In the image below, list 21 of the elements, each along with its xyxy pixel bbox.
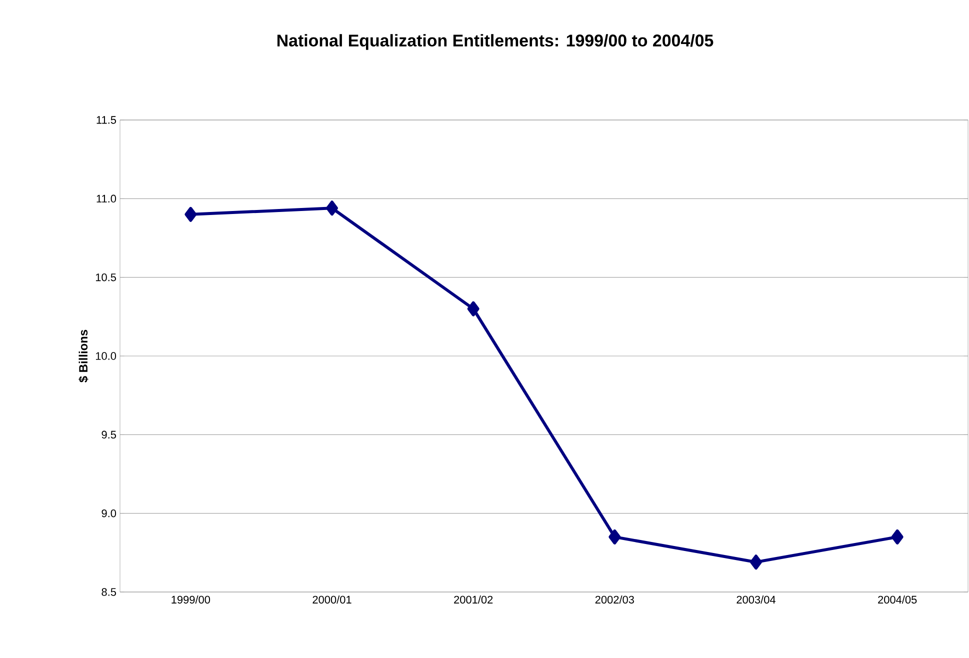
y-tick-label: 10.0 — [96, 352, 116, 360]
point — [750, 554, 762, 570]
x-tick-label: 2004/05 — [878, 596, 917, 604]
x-tick-label: 2000/01 — [312, 596, 352, 604]
y-axis-title: $ Billions — [78, 330, 88, 382]
y-tick-label: 9.0 — [102, 509, 116, 518]
y-tick-label: 11.0 — [96, 194, 116, 203]
point — [608, 529, 621, 544]
y-tick-label: 8.5 — [102, 588, 116, 596]
y-tick-label: 10.5 — [96, 273, 116, 282]
point — [891, 529, 904, 544]
point — [184, 206, 197, 222]
x-tick-label: 1999/00 — [172, 596, 210, 604]
point — [467, 301, 480, 316]
x-tick-label: 2001/02 — [454, 596, 493, 604]
y-tick-label: 9.5 — [102, 430, 116, 439]
y-tick-label: 11.5 — [96, 116, 116, 124]
x-tick-label: 2003/04 — [736, 596, 776, 604]
point — [326, 200, 338, 216]
x-tick-label: 2002/03 — [595, 596, 634, 604]
chart-title: National Equalization Entitlements: 1999/00 to 2004/05 — [277, 34, 714, 50]
